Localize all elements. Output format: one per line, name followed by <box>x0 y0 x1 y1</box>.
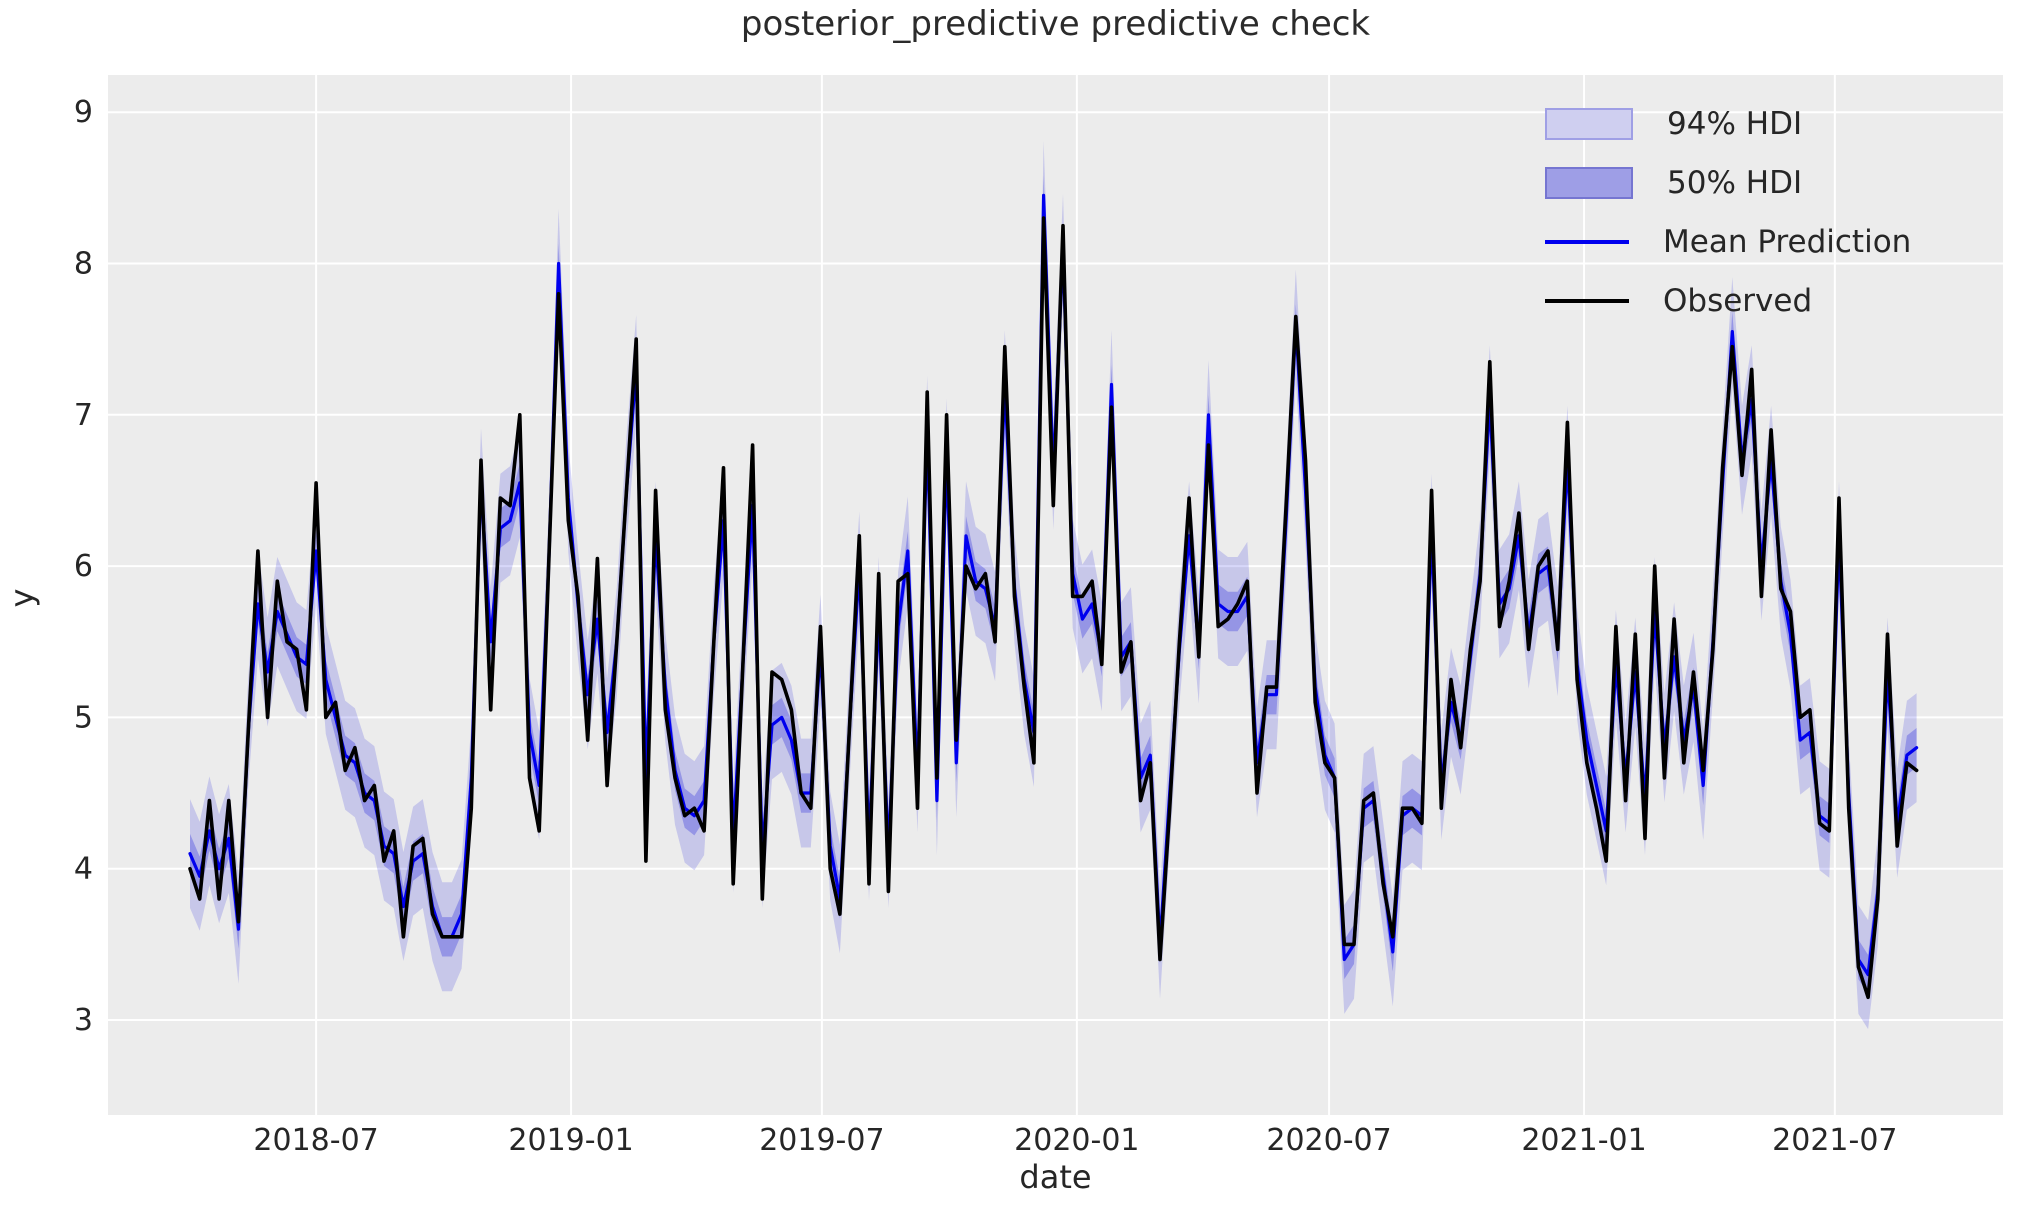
x-tick-label: 2021-07 <box>1772 1123 1897 1158</box>
observed-line-swatch-icon <box>1545 298 1629 303</box>
x-axis-label: date <box>1019 1158 1092 1196</box>
chart-title: posterior_predictive predictive check <box>740 4 1371 44</box>
y-axis-label: y <box>3 588 41 608</box>
y-tick-label: 5 <box>74 700 93 735</box>
x-tick-label: 2020-01 <box>1014 1123 1139 1158</box>
legend-label: 94% HDI <box>1667 105 1803 142</box>
legend-item-94-hdi: 94% HDI <box>1545 94 1911 153</box>
hdi94-swatch-icon <box>1545 107 1633 140</box>
x-tick-label: 2020-07 <box>1266 1123 1391 1158</box>
x-tick-label: 2019-07 <box>759 1123 884 1158</box>
hdi50-swatch-icon <box>1545 166 1633 199</box>
mean-line-swatch-icon <box>1545 239 1629 244</box>
y-tick-label: 9 <box>74 95 93 130</box>
legend-item-observed: Observed <box>1545 271 1911 330</box>
y-tick-label: 4 <box>74 852 93 887</box>
y-tick-label: 6 <box>74 549 93 584</box>
x-tick-label: 2021-01 <box>1521 1123 1646 1158</box>
plot-background <box>108 75 2003 1115</box>
x-tick-label: 2018-07 <box>253 1123 378 1158</box>
x-tick-label: 2019-01 <box>508 1123 633 1158</box>
y-tick-label: 3 <box>74 1003 93 1038</box>
legend-item-50-hdi: 50% HDI <box>1545 153 1911 212</box>
legend-label: 50% HDI <box>1667 164 1803 201</box>
legend-label: Mean Prediction <box>1663 223 1912 260</box>
legend: 94% HDI 50% HDI Mean Prediction Observed <box>1545 94 1911 330</box>
legend-item-mean-prediction: Mean Prediction <box>1545 212 1911 271</box>
y-tick-label: 7 <box>74 398 93 433</box>
y-tick-label: 8 <box>74 247 93 282</box>
observed-line <box>188 216 1919 1000</box>
hdi-94-band <box>190 140 1917 1030</box>
legend-label: Observed <box>1663 282 1813 319</box>
